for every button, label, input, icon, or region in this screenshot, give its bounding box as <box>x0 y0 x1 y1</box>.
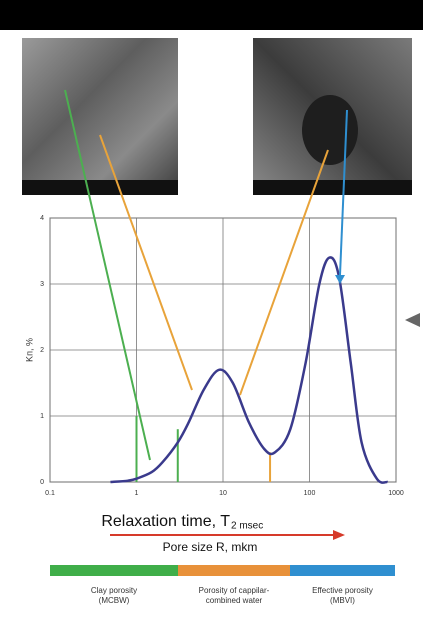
x-label-subscript: 2 msec <box>231 521 263 532</box>
y-tick-label: 0 <box>40 479 44 486</box>
zone-label: Effective porosity <box>312 586 373 595</box>
sem-image <box>22 38 178 195</box>
plot: 0 1 2 3 4 0.1 1 10 100 1000 Kп, % <box>24 215 404 497</box>
scale-bar <box>22 180 178 195</box>
zone-bar <box>290 565 395 576</box>
x-tick-label: 1 <box>135 490 139 497</box>
x-tick-label: 10 <box>219 490 227 497</box>
connector <box>64 89 151 461</box>
connector <box>239 149 329 396</box>
scale-bar <box>253 180 412 195</box>
zone-label: Clay porosity <box>91 586 137 595</box>
y-tick-label: 1 <box>40 413 44 420</box>
x-label-2: Pore size R, mkm <box>163 540 258 554</box>
curve <box>110 256 388 484</box>
side-arrow <box>405 313 420 327</box>
zone-label: (MBVI) <box>330 596 355 605</box>
y-tick-label: 2 <box>40 347 44 354</box>
top-bar <box>0 0 423 30</box>
arrow-head <box>333 530 345 540</box>
x-label: Relaxation time, T <box>101 513 230 530</box>
y-tick-label: 4 <box>40 215 44 222</box>
pore <box>302 95 358 165</box>
y-tick-label: 3 <box>40 281 44 288</box>
arrow-head <box>335 275 345 284</box>
x-tick-label: 100 <box>304 490 316 497</box>
zone-label: combined water <box>206 596 263 605</box>
y-label: Kп, % <box>24 338 34 362</box>
zone-bar <box>178 565 290 576</box>
connector <box>99 134 193 391</box>
connector <box>339 109 348 276</box>
zone-bar <box>50 565 178 576</box>
zone-label: (MCBW) <box>99 596 130 605</box>
x-tick-label: 0.1 <box>45 490 55 497</box>
zone-label: Porosity of cappilar- <box>199 586 270 595</box>
x-tick-label: 1000 <box>388 490 404 497</box>
